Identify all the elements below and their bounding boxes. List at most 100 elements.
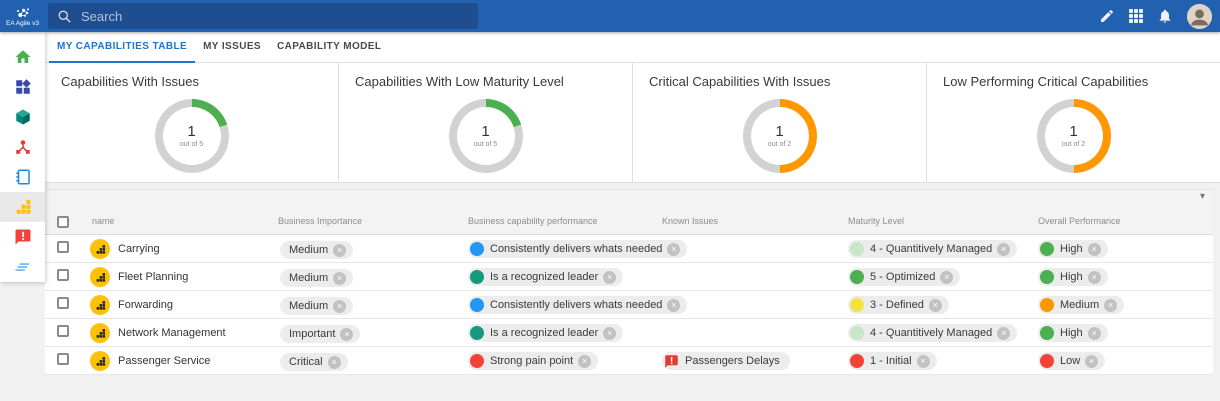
known-issue-chip[interactable]: Passengers Delays	[662, 352, 790, 370]
sidebar-item-products[interactable]	[0, 102, 45, 132]
chip-label: 4 - Quantitively Managed	[870, 243, 993, 255]
chip-close-icon[interactable]: ×	[1087, 326, 1101, 340]
maturity-chip[interactable]: 4 - Quantitively Managed ×	[848, 240, 1018, 258]
chip-label: Medium	[289, 244, 329, 256]
chip-close-icon[interactable]: ×	[333, 243, 347, 257]
chip-close-icon[interactable]: ×	[997, 242, 1011, 256]
row-checkbox[interactable]	[57, 241, 69, 253]
maturity-chip[interactable]: 1 - Initial ×	[848, 352, 937, 370]
donut-hole: 1 out of 5	[456, 107, 515, 165]
capability-name[interactable]: Network Management	[118, 327, 226, 339]
tab-my-issues[interactable]: MY ISSUES	[203, 41, 261, 52]
logo-text: EA Agile v3	[6, 19, 39, 27]
chip-close-icon[interactable]: ×	[340, 327, 354, 341]
chip-close-icon[interactable]: ×	[1085, 354, 1099, 368]
table-row[interactable]: Forwarding Medium × Consistently delivers…	[45, 291, 1213, 319]
column-header-known-issues[interactable]: Known Issues	[662, 216, 719, 226]
chip-close-icon[interactable]: ×	[1087, 242, 1101, 256]
table-row[interactable]: Network Management Important × Is a recog…	[45, 319, 1213, 347]
row-checkbox[interactable]	[57, 269, 69, 281]
performance-chip[interactable]: Is a recognized leader ×	[468, 324, 624, 342]
table-row[interactable]: Carrying Medium × Consistently delivers w…	[45, 235, 1213, 263]
donut-caption: out of 2	[767, 141, 792, 148]
column-header-overall-performance[interactable]: Overall Performance	[1038, 216, 1121, 226]
chip-close-icon[interactable]: ×	[667, 242, 681, 256]
search-bar[interactable]	[48, 3, 478, 29]
chip-close-icon[interactable]: ×	[333, 271, 347, 285]
edit-pencil-icon[interactable]	[1099, 8, 1115, 24]
sidebar-item-widgets[interactable]	[0, 72, 45, 102]
capability-name[interactable]: Carrying	[118, 243, 160, 255]
card-title: Capabilities With Low Maturity Level	[355, 74, 564, 89]
row-checkbox[interactable]	[57, 353, 69, 365]
overall-performance-chip[interactable]: High ×	[1038, 324, 1108, 342]
chip-label: Medium	[289, 272, 329, 284]
sidebar-item-issues[interactable]	[0, 222, 45, 252]
apps-grid-icon[interactable]	[1129, 9, 1143, 23]
overall-performance-chip[interactable]: High ×	[1038, 268, 1108, 286]
performance-chip[interactable]: Consistently delivers whats needed ×	[468, 240, 688, 258]
chip-close-icon[interactable]: ×	[1087, 270, 1101, 284]
table-row[interactable]: Passenger Service Critical × Strong pain …	[45, 347, 1213, 375]
table-row[interactable]: Fleet Planning Medium × Is a recognized l…	[45, 263, 1213, 291]
card-low-performing-critical: Low Performing Critical Capabilities 1 o…	[927, 62, 1220, 183]
table-header: ▾ name Business Importance Business capa…	[45, 189, 1213, 235]
row-checkbox[interactable]	[57, 297, 69, 309]
chip-label: High	[1060, 327, 1083, 339]
chip-close-icon[interactable]: ×	[603, 270, 617, 284]
sidebar-item-streams[interactable]	[0, 252, 45, 282]
select-all-checkbox[interactable]	[57, 216, 69, 228]
importance-chip[interactable]: Medium ×	[280, 269, 354, 287]
chip-close-icon[interactable]: ×	[578, 354, 592, 368]
maturity-chip[interactable]: 4 - Quantitively Managed ×	[848, 324, 1018, 342]
donut-hole: 1 out of 5	[162, 107, 221, 165]
tab-my-capabilities-table[interactable]: MY CAPABILITIES TABLE	[49, 32, 196, 63]
column-header-business-importance[interactable]: Business Importance	[278, 216, 363, 226]
chip-close-icon[interactable]: ×	[1104, 298, 1118, 312]
chip-close-icon[interactable]: ×	[928, 298, 942, 312]
row-checkbox[interactable]	[57, 325, 69, 337]
importance-chip[interactable]: Important ×	[280, 325, 361, 343]
chip-close-icon[interactable]: ×	[940, 270, 954, 284]
overall-performance-chip[interactable]: Medium ×	[1038, 296, 1125, 314]
sidebar-item-notebook[interactable]	[0, 162, 45, 192]
app-logo[interactable]: EA Agile v3	[0, 0, 45, 32]
capability-name[interactable]: Forwarding	[118, 299, 174, 311]
chip-close-icon[interactable]: ×	[997, 326, 1011, 340]
chip-close-icon[interactable]: ×	[603, 326, 617, 340]
importance-chip[interactable]: Critical ×	[280, 353, 348, 371]
capability-name[interactable]: Fleet Planning	[118, 271, 189, 283]
importance-chip[interactable]: Medium ×	[280, 297, 354, 315]
maturity-chip[interactable]: 5 - Optimized ×	[848, 268, 961, 286]
performance-color-dot	[470, 298, 484, 312]
chip-close-icon[interactable]: ×	[667, 298, 681, 312]
column-header-maturity-level[interactable]: Maturity Level	[848, 216, 905, 226]
chip-close-icon[interactable]: ×	[333, 299, 347, 313]
maturity-chip[interactable]: 3 - Defined ×	[848, 296, 949, 314]
performance-chip[interactable]: Consistently delivers whats needed ×	[468, 296, 688, 314]
overall-performance-chip[interactable]: Low ×	[1038, 352, 1106, 370]
column-header-name[interactable]: name	[92, 216, 115, 226]
donut-hole: 1 out of 2	[1044, 107, 1103, 165]
tab-capability-model[interactable]: CAPABILITY MODEL	[276, 41, 382, 52]
capability-blocks-icon	[16, 199, 30, 214]
column-header-capability-performance[interactable]: Business capability performance	[468, 216, 598, 226]
overall-performance-chip[interactable]: High ×	[1038, 240, 1108, 258]
importance-chip[interactable]: Medium ×	[280, 241, 354, 259]
donut-caption: out of 5	[473, 141, 498, 148]
performance-chip[interactable]: Strong pain point ×	[468, 352, 599, 370]
notifications-bell-icon[interactable]	[1157, 8, 1173, 24]
chip-close-icon[interactable]: ×	[327, 355, 341, 369]
donut-chart: 1 out of 5	[448, 99, 523, 173]
capability-icon	[90, 267, 110, 287]
sidebar-item-connections[interactable]	[0, 132, 45, 162]
search-input[interactable]	[81, 8, 411, 24]
sidebar-item-home[interactable]	[0, 42, 45, 72]
performance-chip[interactable]: Is a recognized leader ×	[468, 268, 624, 286]
chip-close-icon[interactable]: ×	[916, 354, 930, 368]
capability-name[interactable]: Passenger Service	[118, 355, 211, 367]
table-menu-caret-icon[interactable]: ▾	[1199, 191, 1205, 202]
user-avatar[interactable]	[1187, 3, 1212, 29]
sidebar-item-capabilities[interactable]	[0, 192, 45, 222]
card-title: Capabilities With Issues	[61, 74, 199, 89]
